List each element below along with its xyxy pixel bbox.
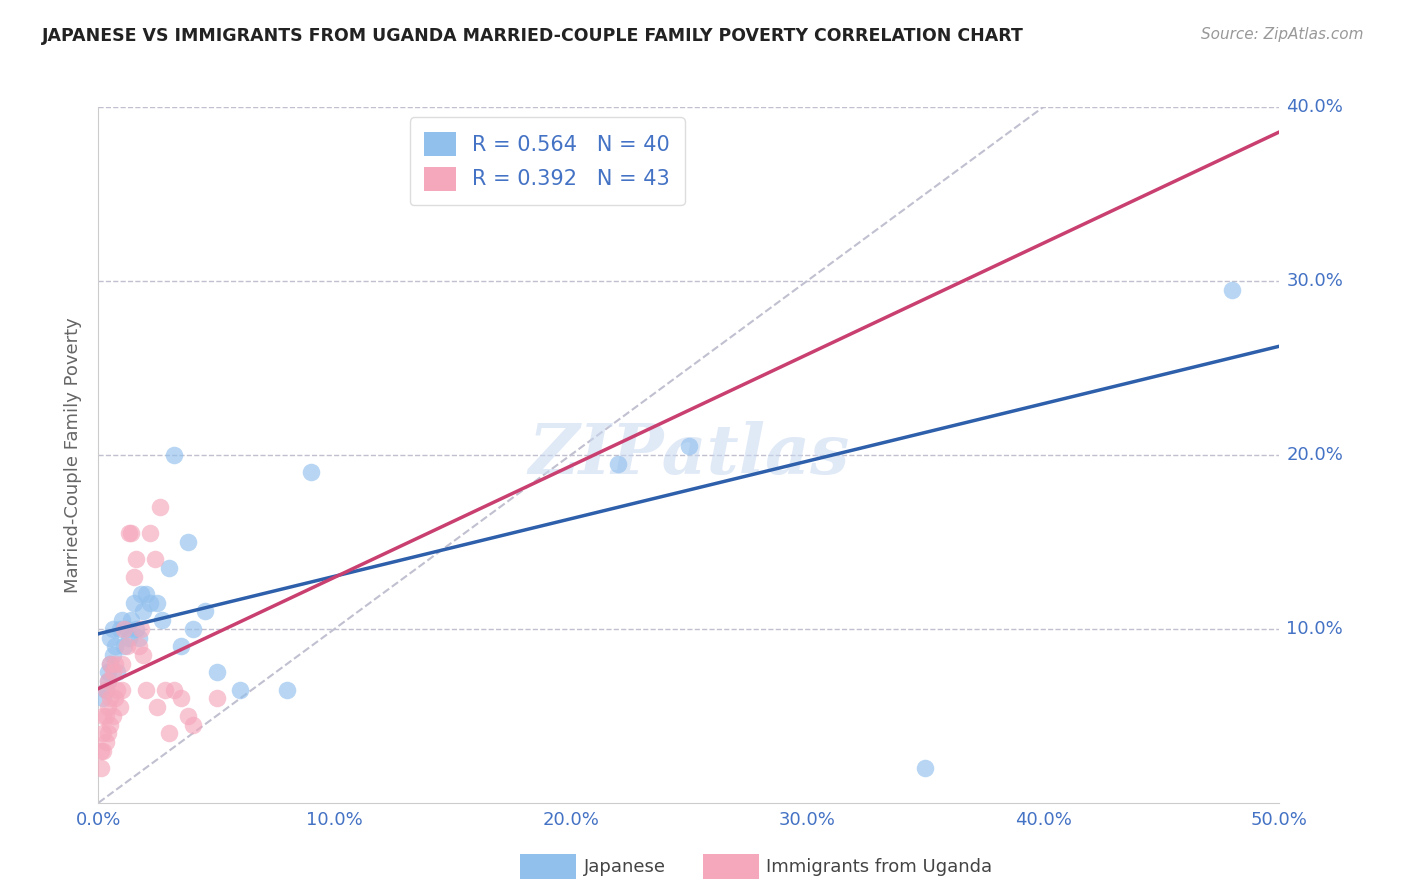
Point [157,726,180,740]
Text: ZIPatlas: ZIPatlas [529,421,849,489]
Text: Source: ZipAtlas.com: Source: ZipAtlas.com [1201,27,1364,42]
Point [139,526,162,541]
Point [678,439,700,453]
Text: 10.0%: 10.0% [1286,620,1343,638]
Point [125,552,148,566]
Point [121,526,143,541]
Point [170,639,193,653]
Point [94,708,117,723]
Text: Japanese: Japanese [583,858,665,876]
Point [146,596,169,610]
Point [139,596,162,610]
Point [115,639,138,653]
Point [121,613,143,627]
Point [122,570,145,584]
Point [91,708,114,723]
Point [170,691,193,706]
Point [512,169,534,184]
Point [98,631,121,645]
Point [108,700,131,714]
Point [229,682,252,697]
Point [111,682,134,697]
Point [94,682,117,697]
Point [163,682,186,697]
Point [112,622,135,636]
Point [98,717,121,731]
Point [97,674,120,689]
Point [101,648,124,662]
Text: 20.0%: 20.0% [1286,446,1343,464]
Point [97,665,120,680]
Point [97,726,120,740]
Point [94,682,117,697]
Point [607,457,630,471]
Point [122,596,145,610]
Point [91,744,114,758]
Point [98,691,121,706]
Point [181,717,204,731]
Point [112,639,135,653]
Text: 30.0%: 30.0% [1286,272,1343,290]
Point [128,639,150,653]
Point [94,735,117,749]
Point [91,691,114,706]
Point [90,744,112,758]
Point [135,682,157,697]
Point [101,665,124,680]
Point [97,674,120,689]
Point [181,622,204,636]
Point [914,761,936,775]
Point [101,622,124,636]
Point [118,526,141,541]
Point [177,708,200,723]
Point [177,534,200,549]
Point [143,552,166,566]
Point [104,691,127,706]
Point [129,622,152,636]
Point [299,466,322,480]
Point [163,448,186,462]
Point [205,665,228,680]
Point [149,500,172,514]
Point [97,700,120,714]
Point [105,682,128,697]
Point [153,682,176,697]
Point [98,657,121,671]
Point [194,605,217,619]
Point [91,726,114,740]
Point [132,648,155,662]
Point [115,622,138,636]
Point [128,631,150,645]
Point [104,639,127,653]
Y-axis label: Married-Couple Family Poverty: Married-Couple Family Poverty [65,317,83,593]
Text: JAPANESE VS IMMIGRANTS FROM UGANDA MARRIED-COUPLE FAMILY POVERTY CORRELATION CHA: JAPANESE VS IMMIGRANTS FROM UGANDA MARRI… [42,27,1024,45]
Point [111,613,134,627]
Point [1220,283,1243,297]
Point [108,622,131,636]
Point [125,622,148,636]
Point [104,657,127,671]
Point [129,587,152,601]
Point [135,587,157,601]
Point [105,665,128,680]
Point [157,561,180,575]
Point [101,708,124,723]
Point [276,682,298,697]
Point [118,631,141,645]
Point [111,657,134,671]
Point [132,605,155,619]
Point [205,691,228,706]
Text: Immigrants from Uganda: Immigrants from Uganda [766,858,993,876]
Point [98,657,121,671]
Point [90,761,112,775]
Text: 40.0%: 40.0% [1286,98,1343,116]
Point [146,700,169,714]
Legend: R = 0.564   N = 40, R = 0.392   N = 43: R = 0.564 N = 40, R = 0.392 N = 43 [409,118,685,205]
Point [150,613,173,627]
